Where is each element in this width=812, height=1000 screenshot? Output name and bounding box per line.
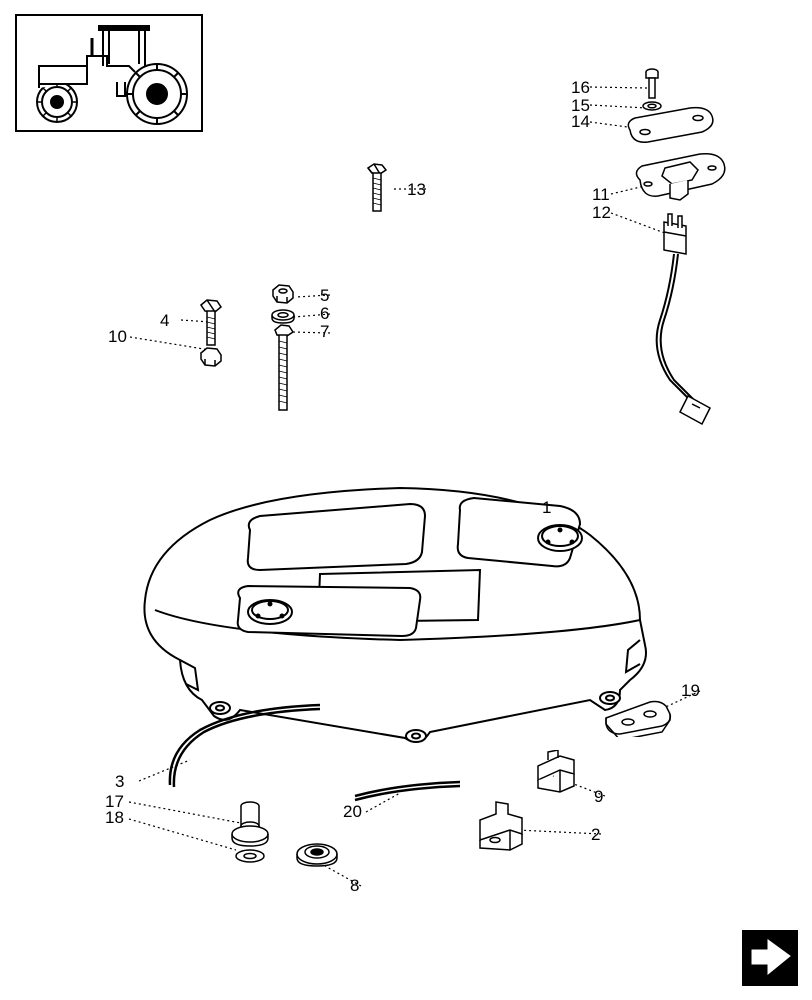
callout-18: 18 bbox=[105, 808, 124, 828]
callout-15: 15 bbox=[571, 96, 590, 116]
callout-12: 12 bbox=[592, 203, 611, 223]
callout-13: 13 bbox=[407, 180, 426, 200]
callout-5: 5 bbox=[320, 286, 329, 306]
callout-16: 16 bbox=[571, 78, 590, 98]
callout-6: 6 bbox=[320, 304, 329, 324]
part-bolt-4-nut-10 bbox=[195, 295, 235, 375]
thumbnail-box bbox=[15, 14, 203, 132]
part-bolt-13 bbox=[362, 160, 392, 220]
part-plate-19 bbox=[600, 692, 680, 737]
callout-11: 11 bbox=[592, 185, 610, 205]
callout-7: 7 bbox=[320, 322, 329, 342]
callout-9: 9 bbox=[594, 787, 603, 807]
part-connector-11-12 bbox=[620, 150, 750, 430]
callout-10: 10 bbox=[108, 327, 127, 347]
next-page-arrow-icon[interactable] bbox=[742, 930, 798, 986]
callout-20: 20 bbox=[343, 802, 362, 822]
part-seal-20 bbox=[350, 778, 470, 808]
part-bracket-2 bbox=[470, 800, 540, 860]
callout-4: 4 bbox=[160, 311, 169, 331]
part-assembly-5-6-7 bbox=[265, 278, 305, 418]
part-assembly-14-15-16 bbox=[620, 60, 730, 150]
callout-19: 19 bbox=[681, 681, 700, 701]
callout-3: 3 bbox=[115, 772, 124, 792]
part-plug-17-18 bbox=[225, 798, 275, 868]
callout-1: 1 bbox=[542, 498, 551, 518]
tractor-icon bbox=[17, 16, 201, 130]
part-clip-9 bbox=[530, 750, 590, 800]
part-grommet-8 bbox=[292, 840, 342, 870]
callout-2: 2 bbox=[591, 825, 600, 845]
callout-8: 8 bbox=[350, 876, 359, 896]
